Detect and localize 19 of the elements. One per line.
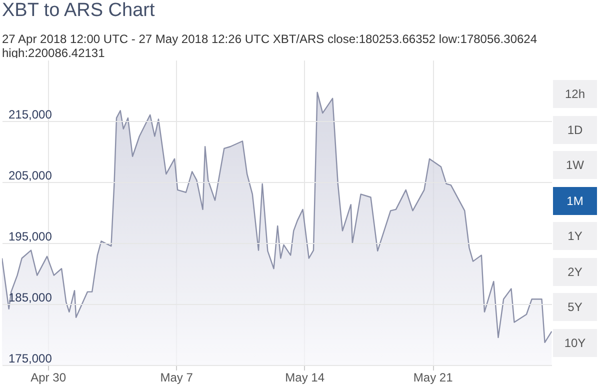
chart-subtitle: 27 Apr 2018 12:00 UTC - 27 May 2018 12:26 UTC XBT/ARS close:180253.66352 low:178056.30624 high:220086.42131 bbox=[2, 32, 538, 60]
x-tick-label: May 7 bbox=[160, 370, 194, 384]
range-button[interactable]: 1D bbox=[553, 116, 597, 144]
range-button[interactable]: 2Y bbox=[553, 258, 597, 286]
y-tick-label: 215,000 bbox=[8, 108, 52, 122]
chart-title: XBT to ARS Chart bbox=[2, 0, 155, 22]
range-button[interactable]: 5Y bbox=[553, 293, 597, 321]
x-tick-label: May 14 bbox=[285, 370, 325, 384]
range-button[interactable]: 1Y bbox=[553, 222, 597, 250]
range-button[interactable]: 10Y bbox=[553, 328, 597, 356]
x-tick-label: May 21 bbox=[413, 370, 454, 384]
y-tick-label: 195,000 bbox=[8, 230, 52, 244]
x-tick-label: Apr 30 bbox=[30, 370, 66, 384]
range-button[interactable]: 1M bbox=[553, 186, 597, 214]
y-tick-label: 205,000 bbox=[8, 168, 52, 182]
range-button[interactable]: 12h bbox=[553, 80, 597, 108]
y-tick-label: 185,000 bbox=[8, 290, 52, 304]
range-button[interactable]: 1W bbox=[553, 151, 597, 179]
y-tick-label: 175,000 bbox=[8, 352, 52, 366]
